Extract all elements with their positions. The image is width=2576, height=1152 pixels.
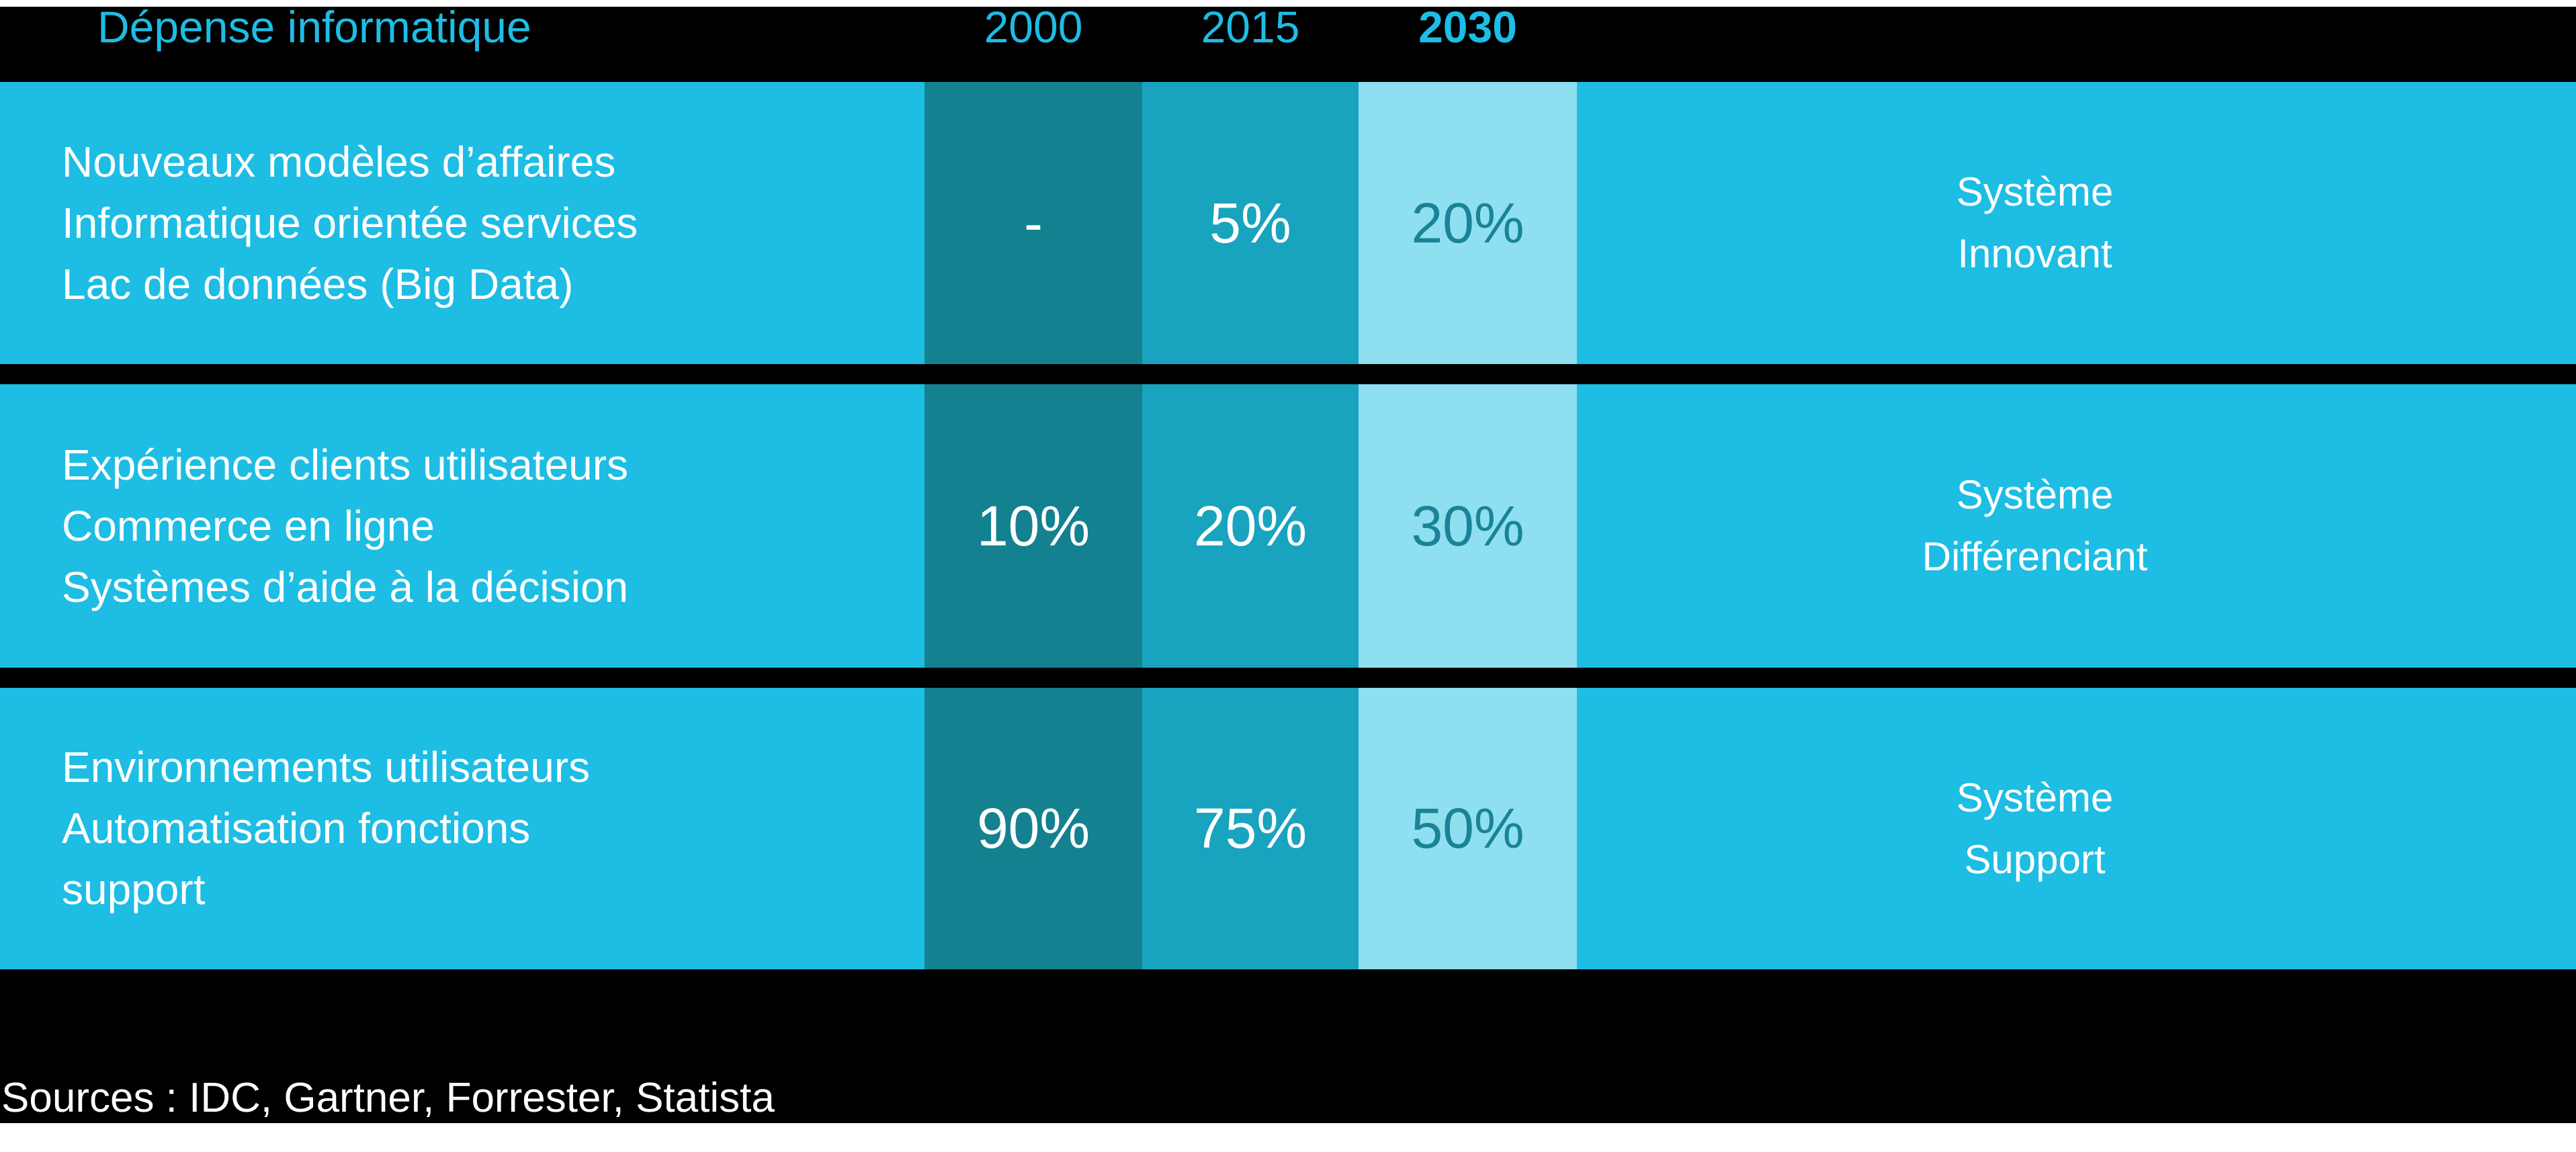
table-canvas: Dépense informatique 2000 2015 2030 Nouv… bbox=[0, 2, 2576, 1123]
table-title: Dépense informatique bbox=[97, 2, 531, 52]
sources-note: Sources : IDC, Gartner, Forrester, Stati… bbox=[1, 1075, 775, 1121]
category-line: Systèmes d’aide à la décision bbox=[62, 562, 629, 611]
table-header: Dépense informatique 2000 2015 2030 bbox=[0, 0, 2576, 82]
year-2000-label: 2000 bbox=[984, 2, 1083, 52]
system-line: Système bbox=[1956, 169, 2114, 214]
system-line: Différenciant bbox=[1922, 534, 2148, 579]
column-header-2015: 2015 bbox=[1142, 0, 1359, 54]
category-line: Environnements utilisateurs bbox=[62, 743, 591, 791]
cell-innovant-2030: 20% bbox=[1359, 82, 1577, 364]
year-2015-label: 2015 bbox=[1201, 2, 1300, 52]
system-label: Système Support bbox=[1957, 767, 2113, 891]
system-label: Système Différenciant bbox=[1922, 464, 2148, 588]
system-line: Support bbox=[1964, 836, 2106, 882]
category-line: Automatisation fonctions bbox=[62, 804, 531, 852]
column-header-2030: 2030 bbox=[1359, 0, 1577, 54]
category-line: Lac de données (Big Data) bbox=[62, 259, 574, 308]
category-line: Informatique orientée services bbox=[62, 198, 638, 247]
category-line: support bbox=[62, 865, 206, 914]
table-row-support: Environnements utilisateurs Automatisati… bbox=[0, 688, 2576, 969]
category-line: Commerce en ligne bbox=[62, 501, 435, 550]
cell-differenciant-2030: 30% bbox=[1359, 384, 1577, 668]
system-line: Système bbox=[1956, 774, 2114, 820]
cell-support-2030: 50% bbox=[1359, 688, 1577, 969]
cell-support-2015: 75% bbox=[1142, 688, 1359, 969]
row-innovant-categories: Nouveaux modèles d’affaires Informatique… bbox=[0, 82, 925, 364]
cell-support-2000: 90% bbox=[925, 688, 1142, 969]
system-label: Système Innovant bbox=[1957, 161, 2113, 285]
row-support-categories: Environnements utilisateurs Automatisati… bbox=[0, 688, 925, 969]
cell-innovant-2000: - bbox=[925, 82, 1142, 364]
column-header-2000: 2000 bbox=[925, 0, 1142, 54]
category-line: Nouveaux modèles d’affaires bbox=[62, 137, 616, 186]
category-line: Expérience clients utilisateurs bbox=[62, 440, 629, 489]
cell-differenciant-system: Système Différenciant bbox=[1577, 384, 2576, 668]
year-2030-label: 2030 bbox=[1418, 2, 1517, 52]
table-row-differenciant: Expérience clients utilisateurs Commerce… bbox=[0, 384, 2576, 668]
system-line: Système bbox=[1956, 472, 2114, 517]
system-line: Innovant bbox=[1957, 231, 2112, 276]
cell-innovant-2015: 5% bbox=[1142, 82, 1359, 364]
cell-differenciant-2015: 20% bbox=[1142, 384, 1359, 668]
cell-differenciant-2000: 10% bbox=[925, 384, 1142, 668]
table-title-cell: Dépense informatique bbox=[0, 0, 925, 54]
cell-innovant-system: Système Innovant bbox=[1577, 82, 2576, 364]
cell-support-system: Système Support bbox=[1577, 688, 2576, 969]
row-differenciant-categories: Expérience clients utilisateurs Commerce… bbox=[0, 384, 925, 668]
table-row-innovant: Nouveaux modèles d’affaires Informatique… bbox=[0, 82, 2576, 364]
